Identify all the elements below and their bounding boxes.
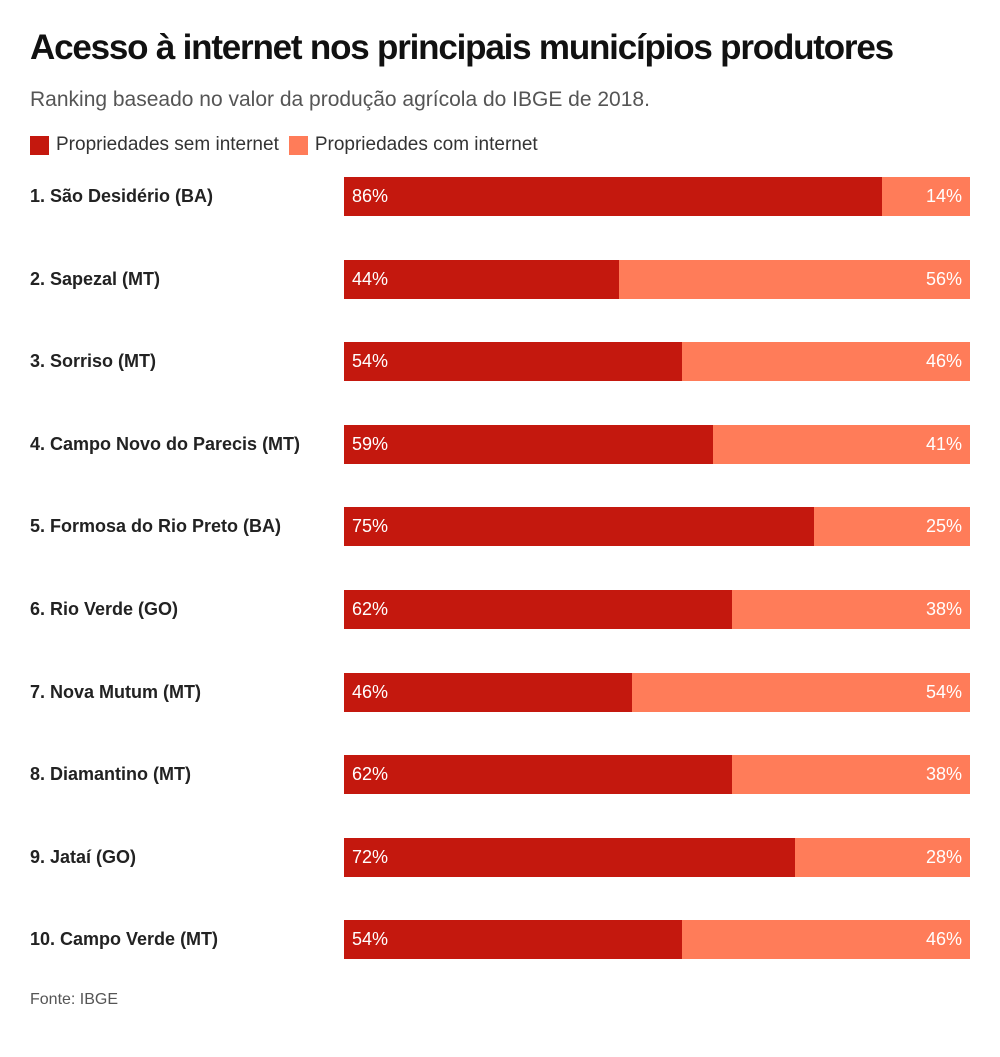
bar-segment-sem-internet: 54% xyxy=(344,920,683,959)
bar-segment-sem-internet: 62% xyxy=(344,755,733,794)
stacked-bar: 75% 25% xyxy=(344,507,970,546)
bar-row: 7. Nova Mutum (MT) 46% 54% xyxy=(0,672,1000,712)
data-label: 38% xyxy=(925,764,962,784)
legend-label-sem-internet: Propriedades sem internet xyxy=(56,134,279,155)
bar-segment-sem-internet: 59% xyxy=(344,425,714,464)
stacked-bar: 62% 38% xyxy=(344,755,970,794)
category-label: 4. Campo Novo do Parecis (MT) xyxy=(30,434,301,454)
category-label: 7. Nova Mutum (MT) xyxy=(30,682,201,702)
bar-segment-sem-internet: 44% xyxy=(344,260,620,299)
data-label: 25% xyxy=(925,516,962,536)
bar-segment-com-internet: 38% xyxy=(732,755,970,794)
data-label: 62% xyxy=(352,599,389,619)
bar-segment-com-internet: 56% xyxy=(619,260,970,299)
bar-segment-com-internet: 14% xyxy=(882,177,970,216)
bar-row: 1. São Desidério (BA) 86% 14% xyxy=(0,176,1000,216)
data-label: 28% xyxy=(925,847,962,867)
data-label: 44% xyxy=(352,269,389,289)
data-label: 62% xyxy=(352,764,389,784)
bar-row: 3. Sorriso (MT) 54% 46% xyxy=(0,341,1000,381)
legend-swatch-sem-internet xyxy=(30,135,49,155)
stacked-bar: 62% 38% xyxy=(344,590,970,629)
bar-segment-sem-internet: 75% xyxy=(344,507,814,546)
bar-segment-sem-internet: 86% xyxy=(344,177,883,216)
bar-segment-com-internet: 46% xyxy=(682,342,970,381)
data-label: 59% xyxy=(352,434,389,454)
chart-title: Acesso à internet nos principais municíp… xyxy=(30,28,894,67)
bar-segment-sem-internet: 72% xyxy=(344,838,795,877)
category-label: 10. Campo Verde (MT) xyxy=(30,929,219,949)
data-label: 46% xyxy=(925,929,962,949)
bar-segment-com-internet: 41% xyxy=(713,425,970,464)
data-label: 72% xyxy=(352,847,389,867)
bar-segment-com-internet: 28% xyxy=(794,838,970,877)
bar-row: 8. Diamantino (MT) 62% 38% xyxy=(0,754,1000,794)
bar-segment-com-internet: 46% xyxy=(682,920,970,959)
stacked-bar: 59% 41% xyxy=(344,425,970,464)
bar-segment-com-internet: 38% xyxy=(732,590,970,629)
stacked-bar: 44% 56% xyxy=(344,260,970,299)
data-label: 56% xyxy=(925,269,962,289)
stacked-bar: 72% 28% xyxy=(344,838,970,877)
source-note: Fonte: IBGE xyxy=(30,991,119,1008)
legend-swatch-com-internet xyxy=(288,135,308,155)
category-label: 5. Formosa do Rio Preto (BA) xyxy=(30,516,282,536)
legend-label-com-internet: Propriedades com internet xyxy=(314,134,538,155)
bar-row: 9. Jataí (GO) 72% 28% xyxy=(0,837,1000,877)
bar-segment-com-internet: 25% xyxy=(813,507,970,546)
stacked-bar: 54% 46% xyxy=(344,920,970,959)
data-label: 14% xyxy=(925,186,962,206)
data-label: 54% xyxy=(352,929,389,949)
stacked-bar: 54% 46% xyxy=(344,342,970,381)
bar-row: 2. Sapezal (MT) 44% 56% xyxy=(0,259,1000,299)
data-label: 86% xyxy=(352,186,389,206)
stacked-bar: 46% 54% xyxy=(344,673,970,712)
bar-segment-com-internet: 54% xyxy=(631,673,970,712)
stacked-bar: 86% 14% xyxy=(344,177,970,216)
bar-row: 5. Formosa do Rio Preto (BA) 75% 25% xyxy=(0,506,1000,546)
chart-subtitle: Ranking baseado no valor da produção agr… xyxy=(30,88,650,111)
data-label: 38% xyxy=(925,599,962,619)
bar-segment-sem-internet: 46% xyxy=(344,673,632,712)
category-label: 9. Jataí (GO) xyxy=(30,847,137,867)
data-label: 54% xyxy=(352,351,389,371)
data-label: 46% xyxy=(352,682,389,702)
data-label: 46% xyxy=(925,351,962,371)
data-label: 75% xyxy=(352,516,389,536)
legend-item-com-internet: Propriedades com internet xyxy=(288,134,538,156)
bar-row: 10. Campo Verde (MT) 54% 46% xyxy=(0,919,1000,959)
legend-item-sem-internet: Propriedades sem internet xyxy=(30,134,279,156)
category-label: 3. Sorriso (MT) xyxy=(30,351,157,371)
bar-row: 4. Campo Novo do Parecis (MT) 59% 41% xyxy=(0,424,1000,464)
category-label: 2. Sapezal (MT) xyxy=(30,269,161,289)
bar-row: 6. Rio Verde (GO) 62% 38% xyxy=(0,589,1000,629)
category-label: 1. São Desidério (BA) xyxy=(30,186,214,206)
data-label: 41% xyxy=(925,434,962,454)
legend: Propriedades sem internet Propriedades c… xyxy=(30,132,548,158)
category-label: 8. Diamantino (MT) xyxy=(30,764,191,784)
category-label: 6. Rio Verde (GO) xyxy=(30,599,179,619)
bar-segment-sem-internet: 62% xyxy=(344,590,733,629)
bar-segment-sem-internet: 54% xyxy=(344,342,683,381)
data-label: 54% xyxy=(925,682,962,702)
